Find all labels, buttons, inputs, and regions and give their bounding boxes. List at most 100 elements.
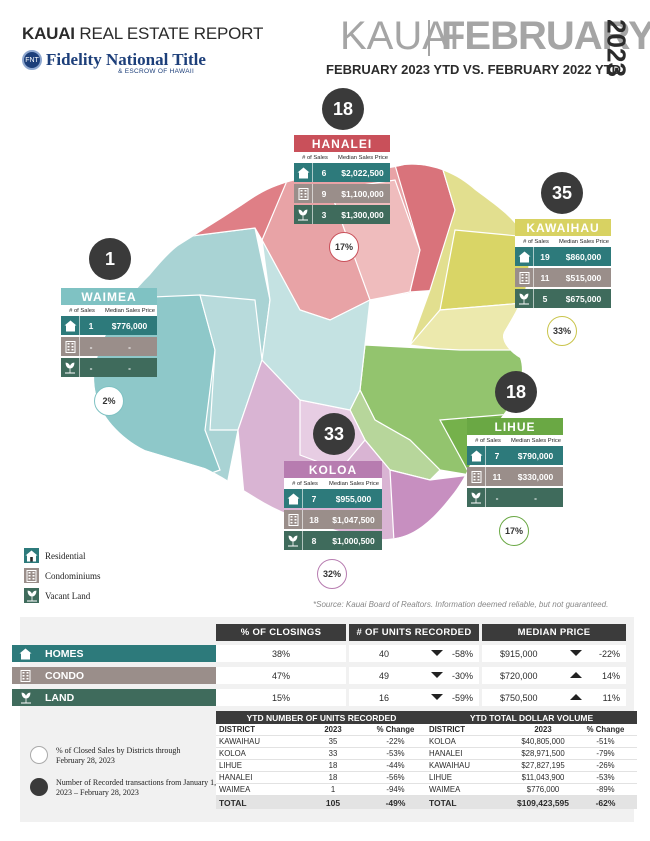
table-row: KOLOA 33 -53% [216, 748, 427, 760]
box-row-condominiums: - - [61, 337, 157, 356]
open-circle-icon [30, 746, 48, 764]
trend-down-icon [431, 672, 443, 678]
lihue-count-circle: 18 [495, 371, 537, 413]
building-icon [18, 668, 33, 683]
table-row: LIHUE 18 -44% [216, 760, 427, 772]
report-title: KAUAI REAL ESTATE REPORT [22, 24, 264, 43]
house-icon [18, 646, 33, 661]
table-header-row: DISTRICT 2023% Change [216, 724, 427, 736]
sales-count: 5 [542, 293, 548, 304]
hanalei-count-circle: 18 [322, 88, 364, 130]
sales-count: 18 [309, 514, 319, 525]
land-icon [515, 289, 534, 308]
heading-divider [428, 20, 430, 56]
legend-residential: Residential [24, 548, 101, 563]
sales-count: 9 [321, 188, 327, 199]
median-header: MEDIAN PRICE [482, 624, 626, 641]
sales-count: 3 [321, 209, 327, 220]
median-price: $330,000 [517, 471, 554, 482]
filled-circle-icon [30, 778, 48, 796]
building-icon [61, 337, 80, 356]
box-row-vacant_land: 8 $1,000,500 [284, 531, 382, 550]
sales-count: 11 [492, 471, 502, 482]
land-icon [284, 531, 303, 550]
summary-row: CONDO 47% 49 -30% $720,000 14% [12, 667, 630, 684]
table-total-row: TOTAL $109,423,595 -62% [426, 796, 637, 809]
sales-count: - [89, 362, 93, 373]
median-price: $515,000 [565, 272, 602, 283]
table-row: WAIMEA 1 -94% [216, 784, 427, 796]
sales-count: - [89, 341, 93, 352]
ytd-units-table: YTD NUMBER OF UNITS RECORDED DISTRICT 202… [216, 711, 427, 809]
trend-down-icon [431, 650, 443, 656]
table-title: YTD TOTAL DOLLAR VOLUME [426, 711, 637, 724]
land-icon [294, 205, 313, 224]
summary-label: LAND [12, 689, 216, 706]
table-total-row: TOTAL 105 -49% [216, 796, 427, 809]
source-note: *Source: Kauai Board of Realtors. Inform… [313, 600, 609, 609]
seal-icon: FNT [22, 50, 42, 70]
table-header-row: DISTRICT 2023% Change [426, 724, 637, 736]
units-cell: 16 -59% [349, 689, 479, 706]
kawaihau-box: KAWAIHAU # of Sales Median Sales Price 19 … [515, 219, 611, 310]
median-price: - [128, 341, 131, 352]
trend-up-icon [570, 694, 582, 700]
median-price: $955,000 [335, 493, 372, 504]
box-row-condominiums: 11 $330,000 [467, 467, 563, 486]
ytd-dollar-table: YTD TOTAL DOLLAR VOLUME DISTRICT 2023% Ch… [426, 711, 637, 809]
box-row-residential: 6 $2,022,500 [294, 163, 390, 182]
logo-name: Fidelity National Title [46, 50, 206, 69]
legend-condominiums: Condominiums [24, 568, 101, 583]
waimea-count-circle: 1 [89, 238, 131, 280]
summary-row: HOMES 38% 40 -58% $915,000 -22% [12, 645, 630, 662]
median-price: $1,047,500 [332, 514, 375, 525]
house-icon [515, 247, 534, 266]
kawaihau-count-circle: 35 [541, 172, 583, 214]
box-row-vacant_land: 5 $675,000 [515, 289, 611, 308]
lihue-box: LIHUE # of Sales Median Sales Price 7 $790… [467, 418, 563, 509]
trend-down-icon [570, 650, 582, 656]
hanalei-box: HANALEI # of Sales Median Sales Price 6 $2… [294, 135, 390, 226]
building-icon [294, 184, 313, 203]
box-header: # of Sales Median Sales Price [467, 435, 563, 446]
table-row: WAIMEA $776,000 -89% [426, 784, 637, 796]
sales-count: 8 [311, 535, 317, 546]
median-price: $790,000 [517, 450, 554, 461]
legend-vacant-land: Vacant Land [24, 588, 101, 603]
koloa-count-circle: 33 [313, 413, 355, 455]
land-icon [467, 488, 486, 507]
district-name: WAIMEA [61, 288, 157, 305]
median-price: $2,022,500 [341, 167, 384, 178]
table-row: LIHUE $11,043,900 -53% [426, 772, 637, 784]
median-cell: $915,000 -22% [482, 645, 626, 662]
box-header: # of Sales Median Sales Price [284, 478, 382, 489]
median-price: $776,000 [111, 320, 148, 331]
sales-count: 7 [494, 450, 500, 461]
central-region [261, 239, 371, 411]
box-row-vacant_land: - - [467, 488, 563, 507]
house-icon [24, 548, 39, 563]
land-icon [61, 358, 80, 377]
heading-subtitle: FEBRUARY 2023 YTD VS. FEBRUARY 2022 YTD [326, 62, 622, 77]
closings-cell: 15% [216, 689, 346, 706]
box-header: # of Sales Median Sales Price [294, 152, 390, 163]
trend-down-icon [431, 694, 443, 700]
house-icon [61, 316, 80, 335]
closings-header: % OF CLOSINGS [216, 624, 346, 641]
koloa-box: KOLOA # of Sales Median Sales Price 7 $955… [284, 461, 382, 552]
heading-place: KAUAI [340, 14, 461, 58]
sales-count: 11 [540, 272, 550, 283]
table-row: KAWAIHAU $27,827,195 -26% [426, 760, 637, 772]
hanalei-pct-circle: 17% [329, 232, 359, 262]
waimea-pct-circle: 2% [94, 386, 124, 416]
median-price: $1,000,500 [332, 535, 375, 546]
table-row: KOLOA $40,805,000 -51% [426, 736, 637, 748]
house-icon [467, 446, 486, 465]
median-price: $1,300,000 [341, 209, 384, 220]
box-row-vacant_land: 3 $1,300,000 [294, 205, 390, 224]
fidelity-logo: FNT Fidelity National Title [22, 50, 206, 70]
table-row: HANALEI 18 -56% [216, 772, 427, 784]
median-price: $860,000 [565, 251, 602, 262]
building-icon [467, 467, 486, 486]
table-row: KAWAIHAU 35 -22% [216, 736, 427, 748]
